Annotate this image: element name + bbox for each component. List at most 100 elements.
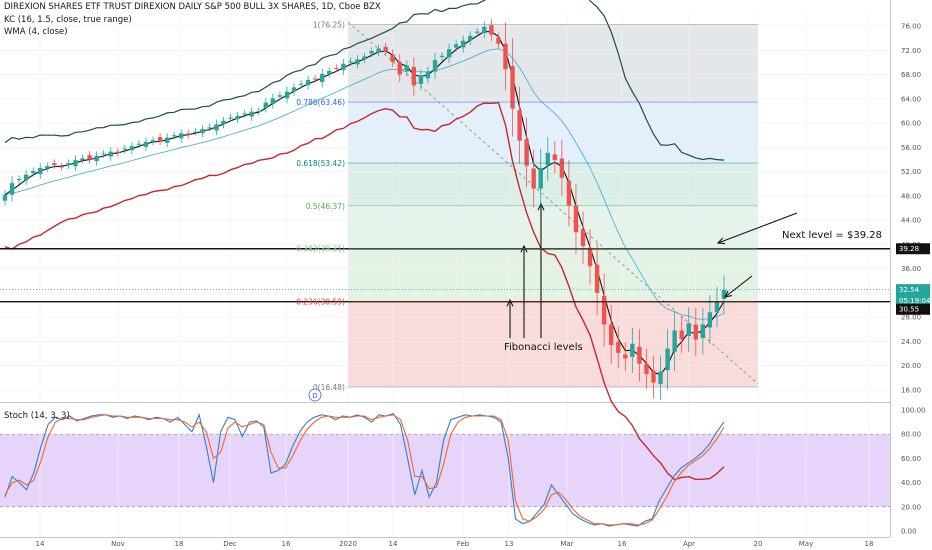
candle-body: [94, 155, 99, 162]
candle-body: [348, 61, 353, 63]
candle-body: [164, 137, 170, 143]
price-tag: [896, 284, 930, 296]
time-tick-label: 18: [865, 540, 874, 548]
candle-body: [171, 135, 177, 137]
candle-body: [298, 83, 304, 85]
candle-body: [16, 178, 22, 181]
candle-body: [468, 35, 473, 41]
fibonacci-zones: [0, 24, 890, 537]
stochastic-panel: [0, 412, 890, 527]
time-tick-label: May: [799, 540, 813, 548]
candle-body: [644, 363, 649, 375]
candle-body: [9, 183, 15, 195]
candle-body: [594, 264, 600, 293]
price-tick-label: 16.00: [901, 386, 921, 394]
price-tick-label: 56.00: [901, 144, 921, 152]
candle-body: [221, 120, 226, 125]
price-tag: [896, 303, 930, 315]
candle-body: [179, 133, 184, 139]
stoch-label[interactable]: Stoch (14, 3, 3): [4, 411, 70, 421]
stoch-d-line: [4, 414, 725, 526]
candle-body: [101, 153, 106, 155]
candle-body: [23, 174, 29, 181]
candle-body: [87, 155, 92, 160]
fib-zone: [348, 163, 758, 206]
stoch-tick-label: 80.00: [901, 431, 921, 439]
candle-body: [362, 56, 367, 60]
candle-body: [122, 148, 128, 150]
stoch-tick-label: 40.00: [901, 479, 921, 487]
session-marker-label: D: [312, 392, 317, 400]
price-tick-label: 28.00: [901, 314, 921, 322]
candle-body: [200, 129, 205, 134]
indicator-wma-label[interactable]: WMA (4, close): [4, 27, 68, 37]
candle-body: [700, 324, 706, 339]
candle-body: [580, 229, 586, 247]
candle-body: [665, 348, 670, 371]
candle-body: [284, 91, 290, 99]
candle-body: [651, 371, 656, 383]
candle-body: [150, 140, 156, 142]
chart-title: DIREXION SHARES ETF TRUST DIREXION DAILY…: [4, 2, 381, 12]
annotation-arrows: [506, 202, 798, 338]
candle-body: [66, 163, 71, 166]
candle-body: [327, 70, 332, 75]
candle-body: [157, 137, 163, 142]
candle-body: [460, 40, 466, 48]
fib-level-label: 0(16.48): [313, 383, 345, 392]
candle-body: [143, 141, 149, 147]
price-tick-label: 24.00: [901, 338, 921, 346]
candle-body: [80, 158, 85, 161]
time-tick-label: 13: [505, 540, 514, 548]
fib-arrow-head: [537, 202, 545, 211]
indicator-kc-label[interactable]: KC (16, 1.5, close, true range): [4, 15, 132, 25]
price-tick-label: 68.00: [901, 71, 921, 79]
candle-body: [496, 37, 501, 44]
next-level-annotation: Next level = $39.28: [782, 230, 882, 241]
fib-level-label: 0.382(39.31): [296, 245, 345, 254]
fibonacci-labels: 1(76.25) 0.786(63.46) 0.618(53.42) 0.5(46.3…: [296, 21, 758, 392]
candle-body: [552, 154, 558, 161]
candle-body: [256, 111, 261, 112]
candle-body: [129, 146, 135, 151]
time-tick-label: 18: [175, 540, 184, 548]
candle-body: [30, 171, 36, 174]
time-tick-label: 20: [754, 540, 763, 548]
time-tick-label: 14: [389, 540, 398, 548]
next-level-arrow-head: [716, 237, 726, 245]
candle-body: [383, 47, 388, 52]
candle-body: [59, 166, 64, 168]
price-tag-label: 05:19:04: [899, 297, 931, 305]
candle-body: [73, 160, 78, 167]
price-tag-label: 32.54: [899, 286, 920, 294]
time-tick-label: Apr: [683, 540, 695, 548]
grid-lines: [0, 0, 891, 538]
fib-level-label: 1(76.25): [313, 21, 345, 30]
current-level-arrow: [724, 275, 753, 298]
candle-body: [411, 67, 417, 86]
price-tag: [896, 294, 930, 306]
fib-level-label: 0.236(30.59): [296, 297, 345, 306]
stoch-tick-label: 20.00: [901, 503, 921, 511]
candle-body: [489, 25, 494, 35]
fib-arrow-head: [506, 298, 514, 307]
candle-body: [186, 133, 191, 135]
candle-body: [341, 63, 346, 71]
time-tick-label: Mar: [560, 540, 573, 548]
candle-body: [531, 168, 536, 189]
price-tick-label: 44.00: [901, 217, 921, 225]
fib-level-label: 0.786(63.46): [296, 98, 345, 107]
candle-body: [115, 151, 120, 153]
candle-body: [425, 71, 431, 79]
candle-body: [679, 330, 684, 339]
time-tick-label: 16: [618, 540, 627, 548]
session-marker[interactable]: D: [308, 388, 322, 402]
stoch-band: [0, 434, 890, 507]
time-axis: 14 Nov 18 Dec 16 2020 14 Feb 13 Mar 16 Apr 20 May 18: [36, 540, 874, 548]
candle-body: [573, 205, 579, 233]
candle-body: [538, 167, 543, 189]
candle-body: [242, 113, 247, 115]
time-tick-label: 16: [282, 540, 291, 548]
